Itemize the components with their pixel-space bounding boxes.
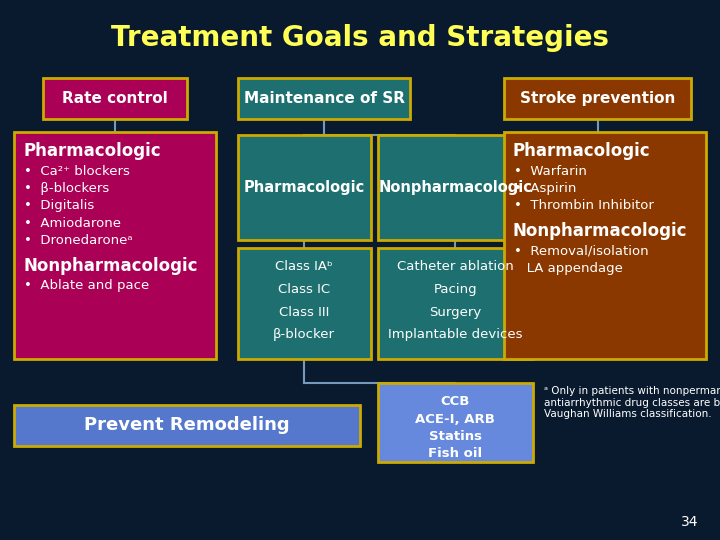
Text: •  Warfarin: • Warfarin — [514, 165, 587, 178]
Text: CCB: CCB — [441, 395, 470, 408]
FancyBboxPatch shape — [378, 248, 533, 359]
Text: Fish oil: Fish oil — [428, 447, 482, 460]
Text: Statins: Statins — [429, 430, 482, 443]
Text: Rate control: Rate control — [63, 91, 168, 106]
FancyBboxPatch shape — [238, 78, 410, 119]
Text: •  Thrombin Inhibitor: • Thrombin Inhibitor — [514, 199, 654, 212]
Text: ᵃ Only in patients with nonpermanent AF; ᵇ the
antiarrhythmic drug classes are b: ᵃ Only in patients with nonpermanent AF;… — [544, 386, 720, 419]
Text: •  Dronedaroneᵃ: • Dronedaroneᵃ — [24, 234, 133, 247]
Text: Class IC: Class IC — [278, 283, 330, 296]
FancyBboxPatch shape — [378, 383, 533, 462]
FancyBboxPatch shape — [238, 248, 371, 359]
FancyBboxPatch shape — [14, 405, 360, 446]
Text: •  Amiodarone: • Amiodarone — [24, 217, 122, 230]
Text: •  Aspirin: • Aspirin — [514, 182, 577, 195]
Text: Surgery: Surgery — [429, 306, 482, 319]
FancyBboxPatch shape — [378, 135, 533, 240]
Text: Catheter ablation: Catheter ablation — [397, 260, 514, 273]
FancyBboxPatch shape — [43, 78, 187, 119]
Text: Class III: Class III — [279, 306, 329, 319]
Text: Nonpharmacologic: Nonpharmacologic — [379, 180, 532, 195]
Text: Pacing: Pacing — [433, 283, 477, 296]
Text: Pharmacologic: Pharmacologic — [243, 180, 365, 195]
Text: Pharmacologic: Pharmacologic — [23, 142, 161, 160]
FancyBboxPatch shape — [504, 78, 691, 119]
FancyBboxPatch shape — [504, 132, 706, 359]
FancyBboxPatch shape — [238, 135, 371, 240]
Text: LA appendage: LA appendage — [514, 262, 623, 275]
Text: Treatment Goals and Strategies: Treatment Goals and Strategies — [111, 24, 609, 52]
Text: β-blocker: β-blocker — [273, 328, 336, 341]
Text: •  Ca²⁺ blockers: • Ca²⁺ blockers — [24, 165, 130, 178]
Text: Class IAᵇ: Class IAᵇ — [275, 260, 333, 273]
Text: Maintenance of SR: Maintenance of SR — [243, 91, 405, 106]
FancyBboxPatch shape — [14, 132, 216, 359]
Text: 34: 34 — [681, 515, 698, 529]
Text: •  Ablate and pace: • Ablate and pace — [24, 279, 150, 292]
Text: Nonpharmacologic: Nonpharmacologic — [513, 222, 687, 240]
Text: •  Removal/isolation: • Removal/isolation — [514, 245, 649, 258]
Text: Stroke prevention: Stroke prevention — [520, 91, 675, 106]
Text: Pharmacologic: Pharmacologic — [513, 142, 650, 160]
Text: ACE-I, ARB: ACE-I, ARB — [415, 413, 495, 426]
Text: •  Digitalis: • Digitalis — [24, 199, 95, 212]
Text: Nonpharmacologic: Nonpharmacologic — [23, 256, 197, 274]
Text: Implantable devices: Implantable devices — [388, 328, 523, 341]
Text: •  β-blockers: • β-blockers — [24, 182, 109, 195]
Text: Prevent Remodeling: Prevent Remodeling — [84, 416, 290, 434]
